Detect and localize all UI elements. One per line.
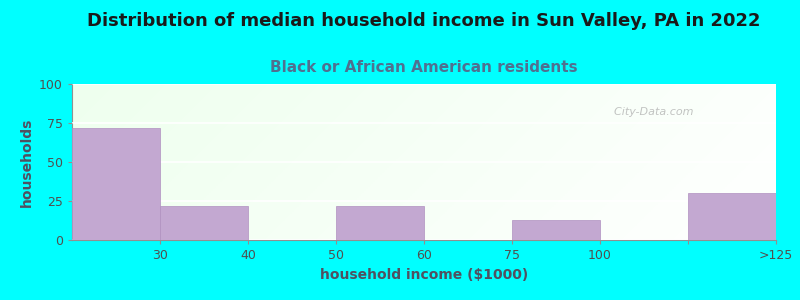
Bar [160,206,248,240]
Text: City-Data.com: City-Data.com [607,107,694,117]
Text: Black or African American residents: Black or African American residents [270,60,578,75]
Text: Distribution of median household income in Sun Valley, PA in 2022: Distribution of median household income … [87,12,761,30]
Bar [336,206,424,240]
X-axis label: household income ($1000): household income ($1000) [320,268,528,282]
Bar [72,128,160,240]
Y-axis label: households: households [19,117,34,207]
Bar [512,220,600,240]
Bar [688,193,776,240]
